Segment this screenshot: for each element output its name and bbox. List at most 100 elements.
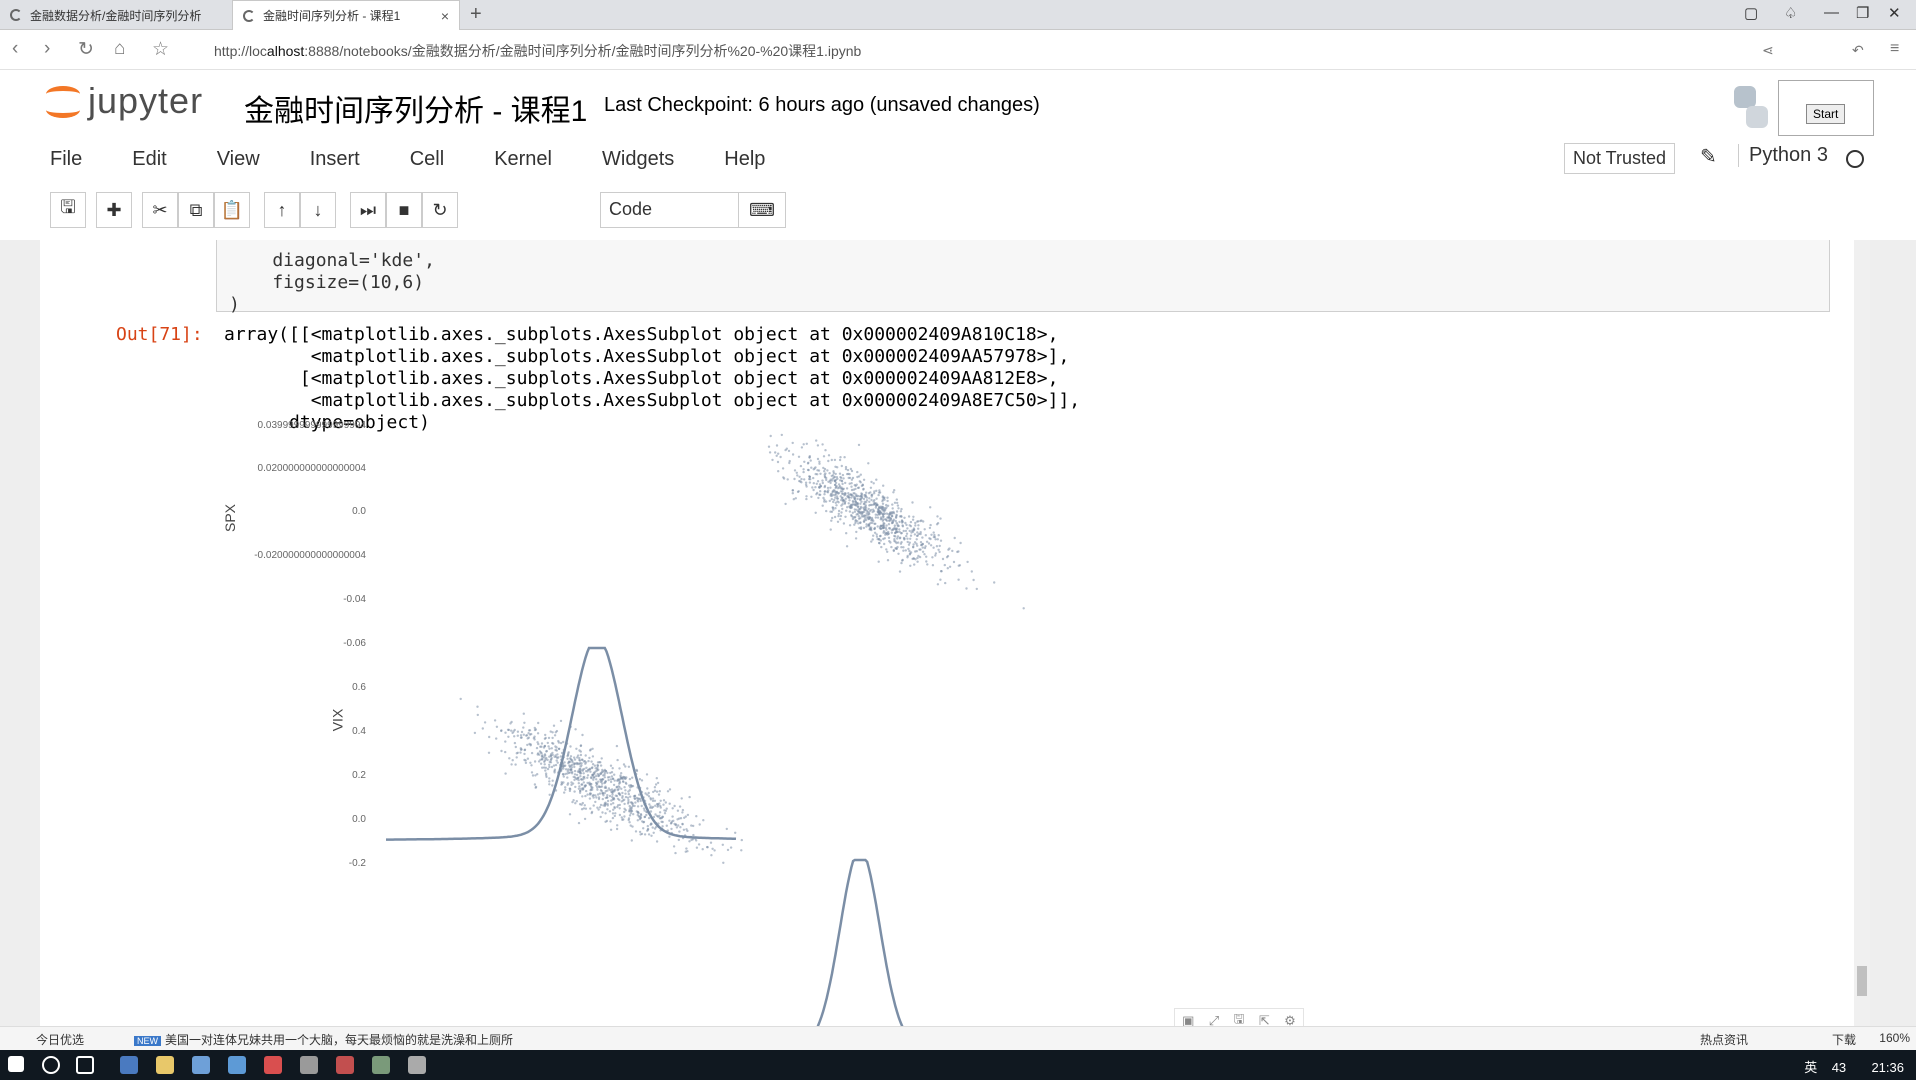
- bookmark-star-icon[interactable]: ☆: [152, 39, 170, 60]
- export-icon[interactable]: ⇱: [1258, 1013, 1270, 1028]
- edit-pencil-icon[interactable]: ✎: [1700, 146, 1717, 168]
- reload-icon[interactable]: ↻: [78, 39, 94, 60]
- menu-widgets[interactable]: Widgets: [602, 148, 675, 170]
- scatter-point: [583, 804, 586, 807]
- menu-icon[interactable]: ≡: [1890, 40, 1900, 57]
- app-icon[interactable]: [408, 1056, 426, 1074]
- scatter-point: [569, 764, 572, 767]
- minimize-icon[interactable]: —: [1824, 4, 1839, 21]
- close-window-icon[interactable]: ✕: [1888, 5, 1901, 22]
- app-icon[interactable]: [336, 1056, 354, 1074]
- app-icon[interactable]: [300, 1056, 318, 1074]
- restore-icon[interactable]: ❐: [1856, 5, 1870, 22]
- start-button[interactable]: Start: [1806, 104, 1846, 124]
- move-up-icon[interactable]: ↑: [264, 192, 300, 228]
- notebook-title[interactable]: 金融时间序列分析 - 课程1: [244, 95, 588, 128]
- menu-view[interactable]: View: [216, 148, 260, 170]
- zoom-level[interactable]: 160%: [1879, 1031, 1910, 1045]
- ime-indicator[interactable]: 英: [1804, 1060, 1818, 1075]
- scatter-point: [945, 556, 949, 559]
- scatter-point: [921, 550, 925, 553]
- scatter-point: [822, 496, 825, 500]
- menu-cell[interactable]: Cell: [409, 148, 445, 170]
- zoom-icon[interactable]: ⤢: [1208, 1013, 1220, 1028]
- trust-button[interactable]: Not Trusted: [1564, 143, 1676, 174]
- browser-tab-active[interactable]: 金融时间序列分析 - 课程1 ×: [232, 0, 460, 30]
- move-down-icon[interactable]: ↓: [300, 192, 336, 228]
- app-icon[interactable]: [264, 1056, 282, 1074]
- tab-count-icon[interactable]: ▢: [1744, 5, 1759, 22]
- share-icon[interactable]: ⋖: [1762, 42, 1774, 58]
- cut-icon[interactable]: ✂: [142, 192, 178, 228]
- clock[interactable]: 21:36: [1871, 1060, 1904, 1075]
- scatter-point: [874, 513, 877, 516]
- scatter-point: [844, 515, 847, 518]
- forward-icon[interactable]: ›: [44, 38, 51, 59]
- scatter-point: [528, 742, 531, 746]
- restart-icon[interactable]: ↻: [422, 192, 458, 228]
- scatter-point: [768, 451, 772, 454]
- menu-insert[interactable]: Insert: [309, 148, 360, 170]
- scatter-point: [890, 519, 893, 522]
- save-icon[interactable]: 🖫: [50, 192, 86, 228]
- jupyter-logo[interactable]: jupyter: [46, 80, 203, 122]
- shirt-icon[interactable]: ♤: [1784, 5, 1798, 22]
- url-field[interactable]: http://localhost:8888/notebooks/金融数据分析/金…: [214, 43, 862, 59]
- scatter-point: [665, 824, 668, 827]
- scrollbar[interactable]: [1854, 240, 1870, 1026]
- close-tab-icon[interactable]: ×: [440, 7, 449, 24]
- scatter-point: [791, 453, 795, 456]
- scatter-point: [791, 492, 794, 495]
- scatter-point: [657, 815, 660, 818]
- keyboard-icon[interactable]: ⌨: [738, 192, 786, 228]
- browser-app-icon[interactable]: [120, 1056, 138, 1074]
- today-picks[interactable]: 今日优选: [36, 1033, 85, 1047]
- undo-icon[interactable]: ↶: [1852, 42, 1864, 58]
- app-icon[interactable]: [372, 1056, 390, 1074]
- scatter-point: [659, 829, 662, 832]
- scatter-point: [850, 488, 854, 492]
- menu-file[interactable]: File: [50, 148, 83, 170]
- insert-cell-icon[interactable]: ✚: [96, 192, 132, 228]
- scroll-thumb[interactable]: [1857, 966, 1867, 996]
- stop-icon[interactable]: ■: [386, 192, 422, 228]
- kernel-name[interactable]: Python 3: [1738, 144, 1828, 167]
- settings-icon[interactable]: ⚙: [1284, 1013, 1296, 1028]
- scatter-point: [653, 786, 657, 789]
- search-icon[interactable]: [42, 1056, 60, 1074]
- scatter-point: [616, 758, 619, 762]
- menu-help[interactable]: Help: [724, 148, 766, 170]
- run-icon[interactable]: ⏭: [350, 192, 386, 228]
- back-icon[interactable]: ‹: [12, 38, 19, 59]
- scatter-point: [811, 486, 814, 489]
- scatter-point: [586, 770, 589, 773]
- home-icon[interactable]: ⌂: [114, 38, 126, 59]
- app-icon[interactable]: [228, 1056, 246, 1074]
- camera-icon[interactable]: ▣: [1182, 1013, 1195, 1028]
- new-tab-button[interactable]: +: [470, 3, 482, 25]
- scatter-point: [611, 793, 614, 796]
- news-ticker[interactable]: NEW 美国一对连体兄妹共用一个大脑，每天最烦恼的就是洗澡和上厕所: [134, 1031, 513, 1048]
- notification-badge[interactable]: 43: [1831, 1060, 1847, 1075]
- y-tick-spx: -0.04: [343, 594, 366, 605]
- hot-news[interactable]: 热点资讯 下载: [1699, 1033, 1856, 1047]
- save-plot-icon[interactable]: 🖫: [1233, 1011, 1245, 1026]
- windows-start-icon[interactable]: [8, 1056, 24, 1072]
- paste-icon[interactable]: 📋: [214, 192, 250, 228]
- code-cell-input[interactable]: diagonal='kde', figsize=(10,6) ): [216, 240, 1830, 315]
- scatter-point: [548, 765, 551, 769]
- scatter-point: [826, 486, 830, 490]
- app-icon[interactable]: [192, 1056, 210, 1074]
- task-view-icon[interactable]: [76, 1056, 94, 1074]
- scatter-point: [604, 769, 608, 773]
- scatter-point: [660, 816, 663, 820]
- copy-icon[interactable]: ⧉: [178, 192, 214, 228]
- menu-edit[interactable]: Edit: [132, 148, 167, 170]
- scatter-point: [860, 492, 863, 495]
- scatter-point: [856, 497, 859, 501]
- menu-kernel[interactable]: Kernel: [494, 148, 552, 170]
- browser-tab[interactable]: 金融数据分析/金融时间序列分析: [0, 0, 230, 30]
- explorer-app-icon[interactable]: [156, 1056, 174, 1074]
- scatter-point: [559, 761, 563, 765]
- scatter-point: [844, 465, 848, 469]
